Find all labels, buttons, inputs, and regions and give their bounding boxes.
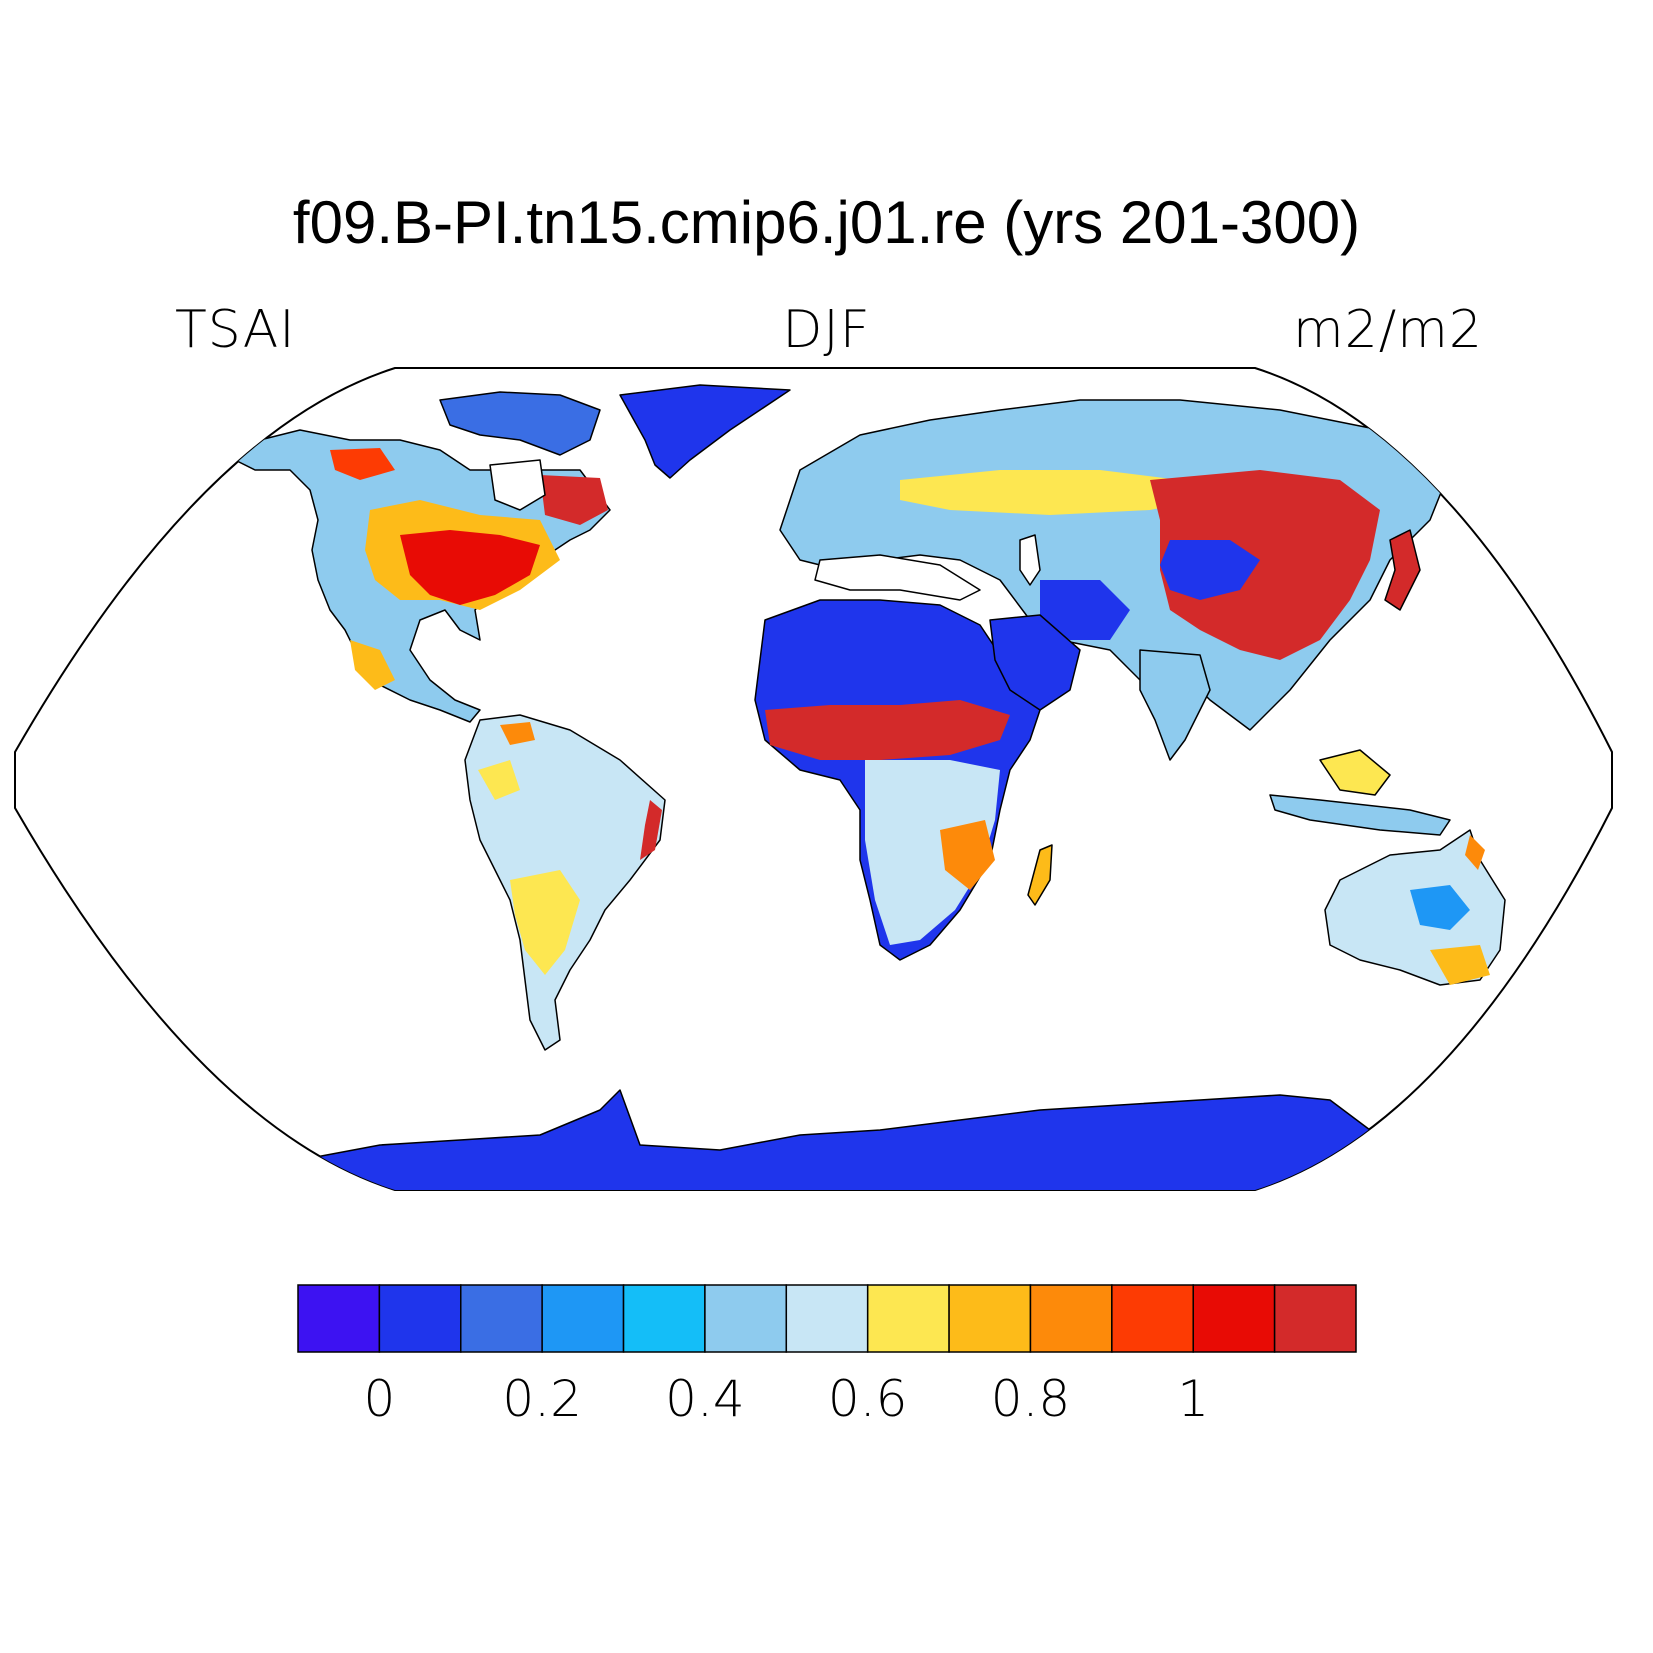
greenland-landmass [619, 384, 791, 479]
caspian-sea [1019, 534, 1041, 586]
colorbar-swatch [297, 1284, 381, 1353]
colorbar-swatch [1111, 1284, 1194, 1353]
colorbar-swatch [948, 1284, 1032, 1353]
colorbar-swatch [1029, 1284, 1113, 1353]
india [1139, 649, 1211, 761]
hudson-bay [489, 459, 546, 511]
colorbar-tick-label: 1 [1177, 1370, 1210, 1428]
units-label: m2/m2 [1293, 300, 1483, 360]
new-zealand [1519, 954, 1581, 1016]
madagascar [1027, 844, 1053, 906]
colorbar-swatch [378, 1284, 462, 1353]
colorbar-tick-label: 0.8 [990, 1370, 1071, 1428]
colorbar-swatch [785, 1284, 869, 1353]
southeast-asia-islands [1319, 749, 1391, 796]
colorbar-swatch [622, 1284, 706, 1353]
colorbar-swatch [1192, 1284, 1276, 1353]
colorbar-swatch [460, 1284, 543, 1353]
variable-label: TSAI [175, 300, 296, 360]
colorbar [297, 1284, 1357, 1353]
mediterranean-sea [814, 554, 981, 601]
arctic-islands [439, 391, 601, 456]
colorbar-swatch [541, 1284, 625, 1353]
map-panel [14, 367, 1613, 1191]
colorbar-swatch [1273, 1284, 1357, 1353]
season-label: DJF [782, 300, 871, 360]
colorbar-tick-label: 0 [363, 1370, 396, 1428]
colorbar-tick-label: 0.6 [827, 1370, 908, 1428]
colorbar-swatch [704, 1284, 788, 1353]
colorbar-swatch [866, 1284, 950, 1353]
colorbar-tick-label: 0.4 [665, 1370, 745, 1428]
plot-title: f09.B-PI.tn15.cmip6.j01.re (yrs 201-300) [292, 189, 1361, 256]
colorbar-tick-label: 0.2 [502, 1370, 582, 1428]
arabian-peninsula [989, 614, 1081, 711]
japan [1384, 529, 1421, 611]
